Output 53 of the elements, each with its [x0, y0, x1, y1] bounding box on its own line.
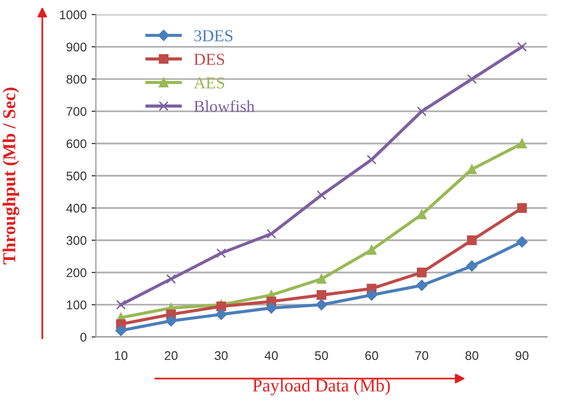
point: [416, 268, 427, 278]
point: [466, 260, 478, 272]
x-tick-label: 90: [516, 351, 528, 360]
point: [316, 290, 326, 300]
legend-label: DES: [194, 54, 224, 65]
legend-label: Blowfish: [194, 100, 255, 112]
point: [316, 274, 326, 284]
legend-label: 3DES: [194, 30, 232, 42]
y-tick-label: 100: [66, 300, 86, 310]
point: [366, 245, 376, 255]
x-tick-label: 10: [114, 351, 128, 360]
point: [366, 289, 378, 301]
point: [416, 210, 427, 220]
y-axis-title: Throughput (Mb / Sec): [2, 88, 20, 264]
y-tick-label: 600: [66, 139, 86, 148]
point: [517, 203, 527, 213]
y-tick-label: 500: [66, 172, 86, 180]
x-tick-label: 30: [214, 351, 228, 360]
point: [467, 74, 477, 84]
point: [116, 300, 126, 310]
point: [416, 280, 428, 291]
point: [266, 228, 276, 239]
x-tick-label: 40: [264, 351, 278, 360]
x-tick-label: 60: [365, 351, 378, 360]
point: [266, 302, 277, 314]
y-tick-label: 200: [66, 268, 86, 278]
x-axis-title: Payload Data (Mb): [252, 378, 390, 396]
y-tick-label: 300: [66, 236, 86, 245]
y-tick-label: 400: [66, 204, 86, 213]
point: [517, 42, 527, 52]
point: [517, 138, 527, 148]
x-tick-label: 20: [164, 351, 178, 360]
point: [467, 235, 477, 246]
point: [316, 190, 326, 200]
point: [115, 324, 127, 336]
point: [366, 154, 376, 164]
legend-label: AES: [194, 77, 224, 88]
point: [516, 236, 528, 248]
y-tick-label: 700: [66, 107, 86, 116]
point: [416, 106, 427, 116]
x-tick-label: 80: [465, 351, 478, 360]
point: [216, 248, 226, 258]
point: [166, 274, 176, 284]
y-tick-label: 900: [66, 42, 86, 52]
point: [316, 299, 328, 310]
x-tick-label: 70: [415, 351, 428, 360]
point: [216, 308, 227, 320]
x-tick-label: 50: [315, 351, 328, 360]
y-tick-label: 800: [66, 74, 86, 84]
point: [467, 164, 477, 174]
y-tick-label: 1000: [60, 10, 86, 20]
y-tick-label: 0: [80, 332, 86, 342]
point: [165, 315, 177, 326]
